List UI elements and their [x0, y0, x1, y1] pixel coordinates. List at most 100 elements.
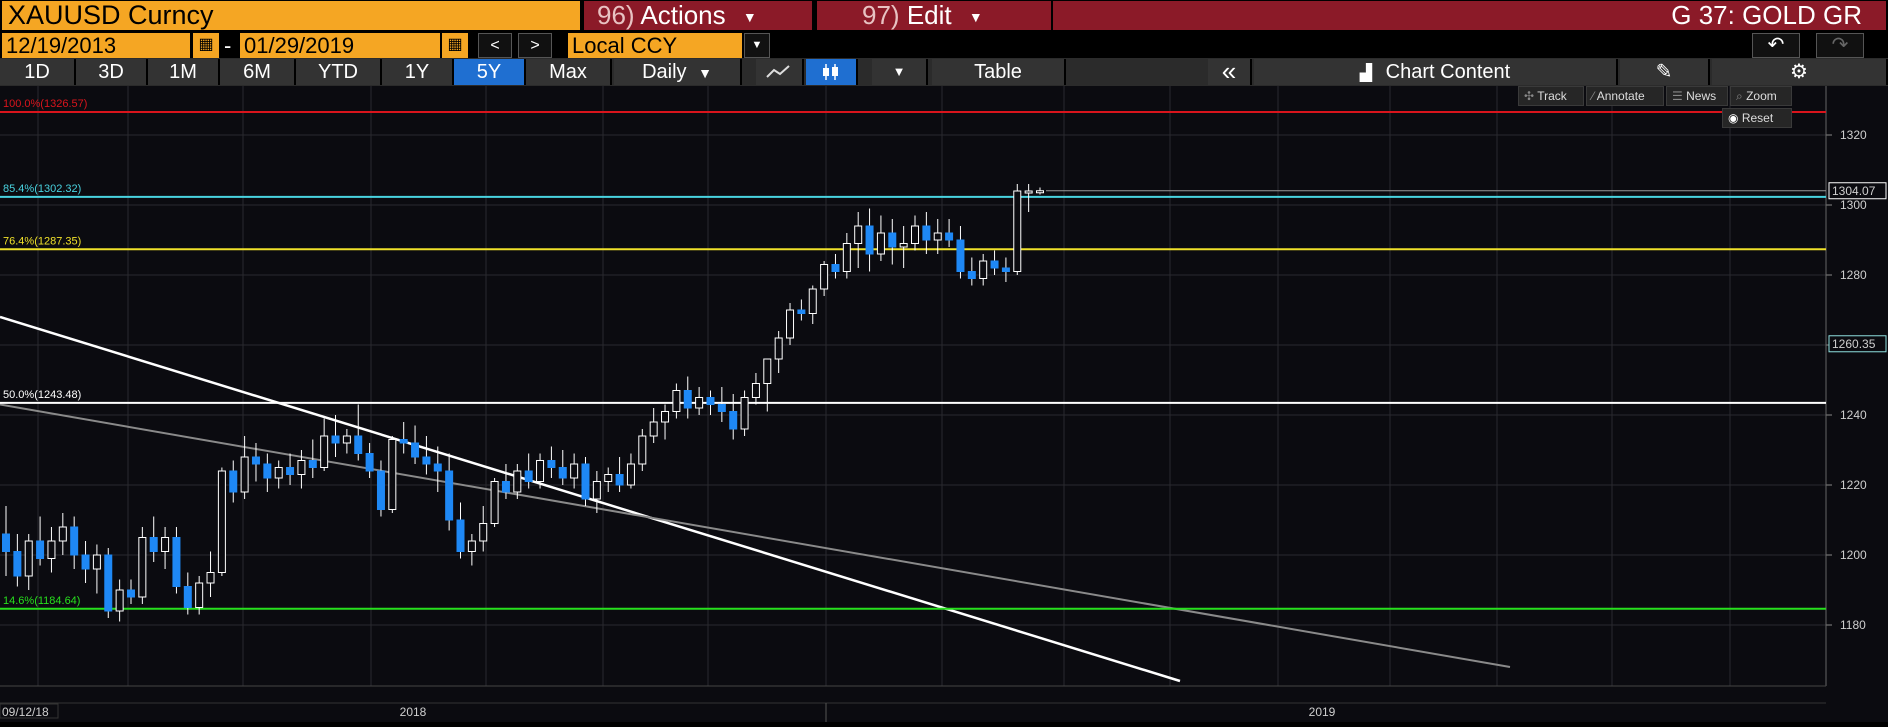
candle-down [411, 442, 420, 458]
frequency-select[interactable]: Daily ▼ [614, 59, 742, 85]
price-tag-label: 1304.07 [1832, 184, 1876, 198]
candle-down [615, 474, 624, 486]
gear-icon[interactable]: ⚙ [1712, 59, 1888, 85]
range-toolbar: 1D 3D 1M 6M YTD 1Y 5Y Max Daily ▼ ▼ Tabl… [0, 58, 1888, 86]
calendar-icon[interactable]: ▦ [442, 33, 468, 58]
candle-down [36, 540, 45, 559]
calendar-icon[interactable]: ▦ [193, 33, 219, 58]
range-5y[interactable]: 5Y [454, 59, 526, 85]
candle-down [445, 470, 454, 521]
candle-up [854, 225, 863, 244]
candle-up [240, 456, 249, 493]
actions-dropdown[interactable]: 96) Actions ▼ [584, 1, 812, 30]
bottom-edge [0, 722, 1888, 727]
range-6m[interactable]: 6M [220, 59, 296, 85]
trendline [0, 403, 1511, 668]
candle-up [320, 435, 329, 468]
y-tick-label: 1240 [1840, 408, 1867, 422]
candle-up [115, 589, 124, 612]
range-1m[interactable]: 1M [148, 59, 220, 85]
candle-down [229, 470, 238, 493]
chart-content-icon: ▟ [1359, 65, 1373, 82]
y-tick-label: 1200 [1840, 548, 1867, 562]
candle-down [70, 526, 79, 556]
range-1d[interactable]: 1D [0, 59, 76, 85]
candle-down [865, 225, 874, 255]
candle-down [456, 519, 465, 552]
pencil-icon[interactable]: ✎ [1620, 59, 1710, 85]
candlestick-icon[interactable] [806, 59, 858, 85]
candle-up [58, 526, 67, 542]
range-1y[interactable]: 1Y [382, 59, 454, 85]
zoom-button[interactable]: ⌕ Zoom [1730, 86, 1792, 106]
start-date-field[interactable]: 12/19/2013 [2, 33, 190, 58]
date-separator: - [224, 33, 232, 58]
zoom-icon: ⌕ [1736, 89, 1743, 103]
end-date-field[interactable]: 01/29/2019 [240, 33, 440, 58]
annotate-button[interactable]: ⁄ Annotate [1586, 86, 1664, 106]
year-label: 2018 [400, 705, 427, 719]
title-bar: XAUUSD Curncy 96) Actions ▼ 97) Edit ▼ G… [0, 0, 1888, 32]
function-title-text: G 37: GOLD GR [1671, 0, 1862, 30]
trendline [0, 315, 1181, 683]
annotate-label: Annotate [1596, 89, 1645, 103]
candle-down [922, 225, 931, 241]
actions-label: Actions [640, 0, 726, 30]
candle-down [376, 470, 385, 510]
candle-up [626, 463, 635, 486]
undo-button[interactable]: ↶ [1752, 33, 1800, 58]
track-button[interactable]: ✣ Track [1518, 86, 1584, 106]
range-3d[interactable]: 3D [76, 59, 148, 85]
reset-icon: ◉ [1728, 111, 1739, 125]
candle-up [763, 358, 772, 384]
candle-down [524, 470, 533, 482]
range-ytd[interactable]: YTD [296, 59, 382, 85]
candle-down [354, 435, 363, 454]
candle-up [638, 435, 647, 465]
candle-up [695, 397, 704, 409]
candle-up [672, 390, 681, 412]
candle-up [161, 537, 170, 552]
candle-up [649, 421, 658, 437]
fib-level-label: 50.0%(1243.48) [3, 389, 81, 401]
redo-button[interactable]: ↷ [1816, 33, 1864, 58]
candle-up [842, 243, 851, 272]
candle-up [1013, 190, 1022, 272]
candle-up [740, 397, 749, 430]
currency-select[interactable]: Local CCY [568, 33, 742, 58]
candle-down [706, 397, 715, 405]
edit-dropdown[interactable]: 97) Edit ▼ [817, 1, 1051, 30]
candle-up [217, 470, 226, 573]
candle-down [399, 439, 408, 444]
candle-up [513, 470, 522, 493]
collapse-button[interactable]: « [1208, 58, 1252, 85]
prev-period-button[interactable]: < [478, 33, 512, 58]
chart-canvas[interactable]: Sep 14Sep 28Oct 15Oct 31Nov 15Nov 30Dec … [0, 86, 1888, 727]
chart-type-dropdown[interactable]: ▼ [872, 59, 928, 85]
plot-background [0, 86, 1888, 727]
line-chart-icon[interactable] [756, 59, 804, 85]
candle-down [126, 589, 135, 598]
fib-level-label: 100.0%(1326.57) [3, 98, 87, 110]
candle-up [774, 337, 783, 360]
candle-up [751, 383, 760, 398]
chart-content-button[interactable]: ▟ Chart Content [1254, 59, 1618, 85]
start-date-box [0, 703, 59, 719]
table-button[interactable]: Table [932, 59, 1066, 85]
range-max[interactable]: Max [526, 59, 612, 85]
candle-down [422, 456, 431, 465]
candle-up [876, 232, 885, 255]
chevron-down-icon[interactable]: ▼ [744, 33, 770, 58]
candle-down [501, 481, 510, 493]
next-period-button[interactable]: > [518, 33, 552, 58]
chart-content-label: Chart Content [1385, 61, 1511, 83]
candle-up [911, 225, 920, 244]
candle-down [331, 435, 340, 444]
reset-button[interactable]: ◉ Reset [1722, 108, 1792, 128]
price-chart[interactable]: Sep 14Sep 28Oct 15Oct 31Nov 15Nov 30Dec … [0, 86, 1888, 727]
security-ticker[interactable]: XAUUSD Curncy [2, 1, 580, 30]
track-label: Track [1537, 89, 1567, 103]
reset-label: Reset [1741, 111, 1774, 125]
news-button[interactable]: ☰ News [1666, 86, 1728, 106]
y-tick-label: 1300 [1840, 198, 1867, 212]
